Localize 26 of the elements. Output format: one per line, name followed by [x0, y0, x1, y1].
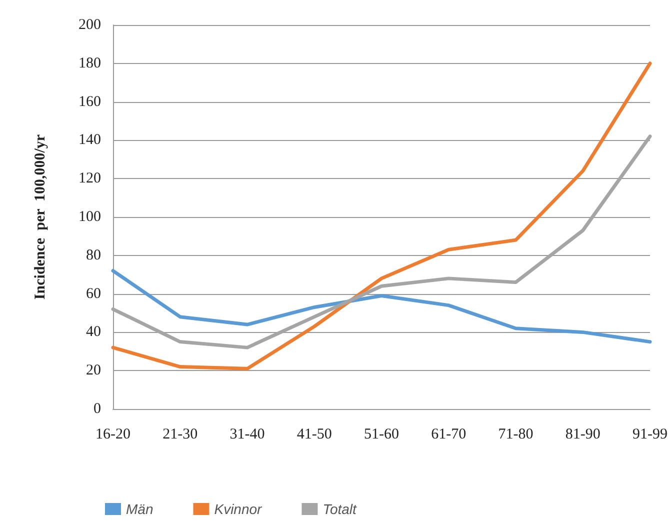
x-tick-label: 16-20: [96, 426, 130, 442]
x-tick-label: 81-90: [565, 426, 600, 442]
legend-label: Kvinnor: [214, 501, 264, 517]
x-tick-label: 21-30: [162, 426, 198, 442]
x-tick-label: 51-60: [364, 426, 399, 442]
x-tick-label: 41-50: [296, 426, 332, 442]
y-tick-label: 60: [86, 286, 101, 302]
y-tick-label: 160: [78, 94, 101, 110]
y-tick-label: 0: [94, 401, 101, 417]
y-tick-label: 200: [78, 17, 101, 33]
y-tick-label: 40: [86, 324, 101, 340]
y-tick-label: 120: [78, 170, 101, 187]
y-tick-label: 140: [78, 132, 101, 148]
x-tick-label: 71-80: [498, 426, 534, 442]
x-tick-label: 61-70: [431, 426, 466, 442]
y-tick-label: 20: [86, 362, 101, 379]
y-tick-label: 80: [86, 247, 101, 264]
line-series: [111, 269, 652, 344]
y-axis-title: Incidence per 100,000/yr: [32, 134, 48, 300]
line-series: [111, 62, 652, 370]
legend-label: Män: [126, 501, 154, 517]
x-tick-label: 31-40: [230, 426, 265, 442]
legend-label: Totalt: [322, 501, 358, 517]
y-tick-label: 180: [78, 55, 101, 72]
x-tick-label: 91-99: [632, 426, 668, 442]
y-tick-label: 100: [78, 209, 101, 225]
